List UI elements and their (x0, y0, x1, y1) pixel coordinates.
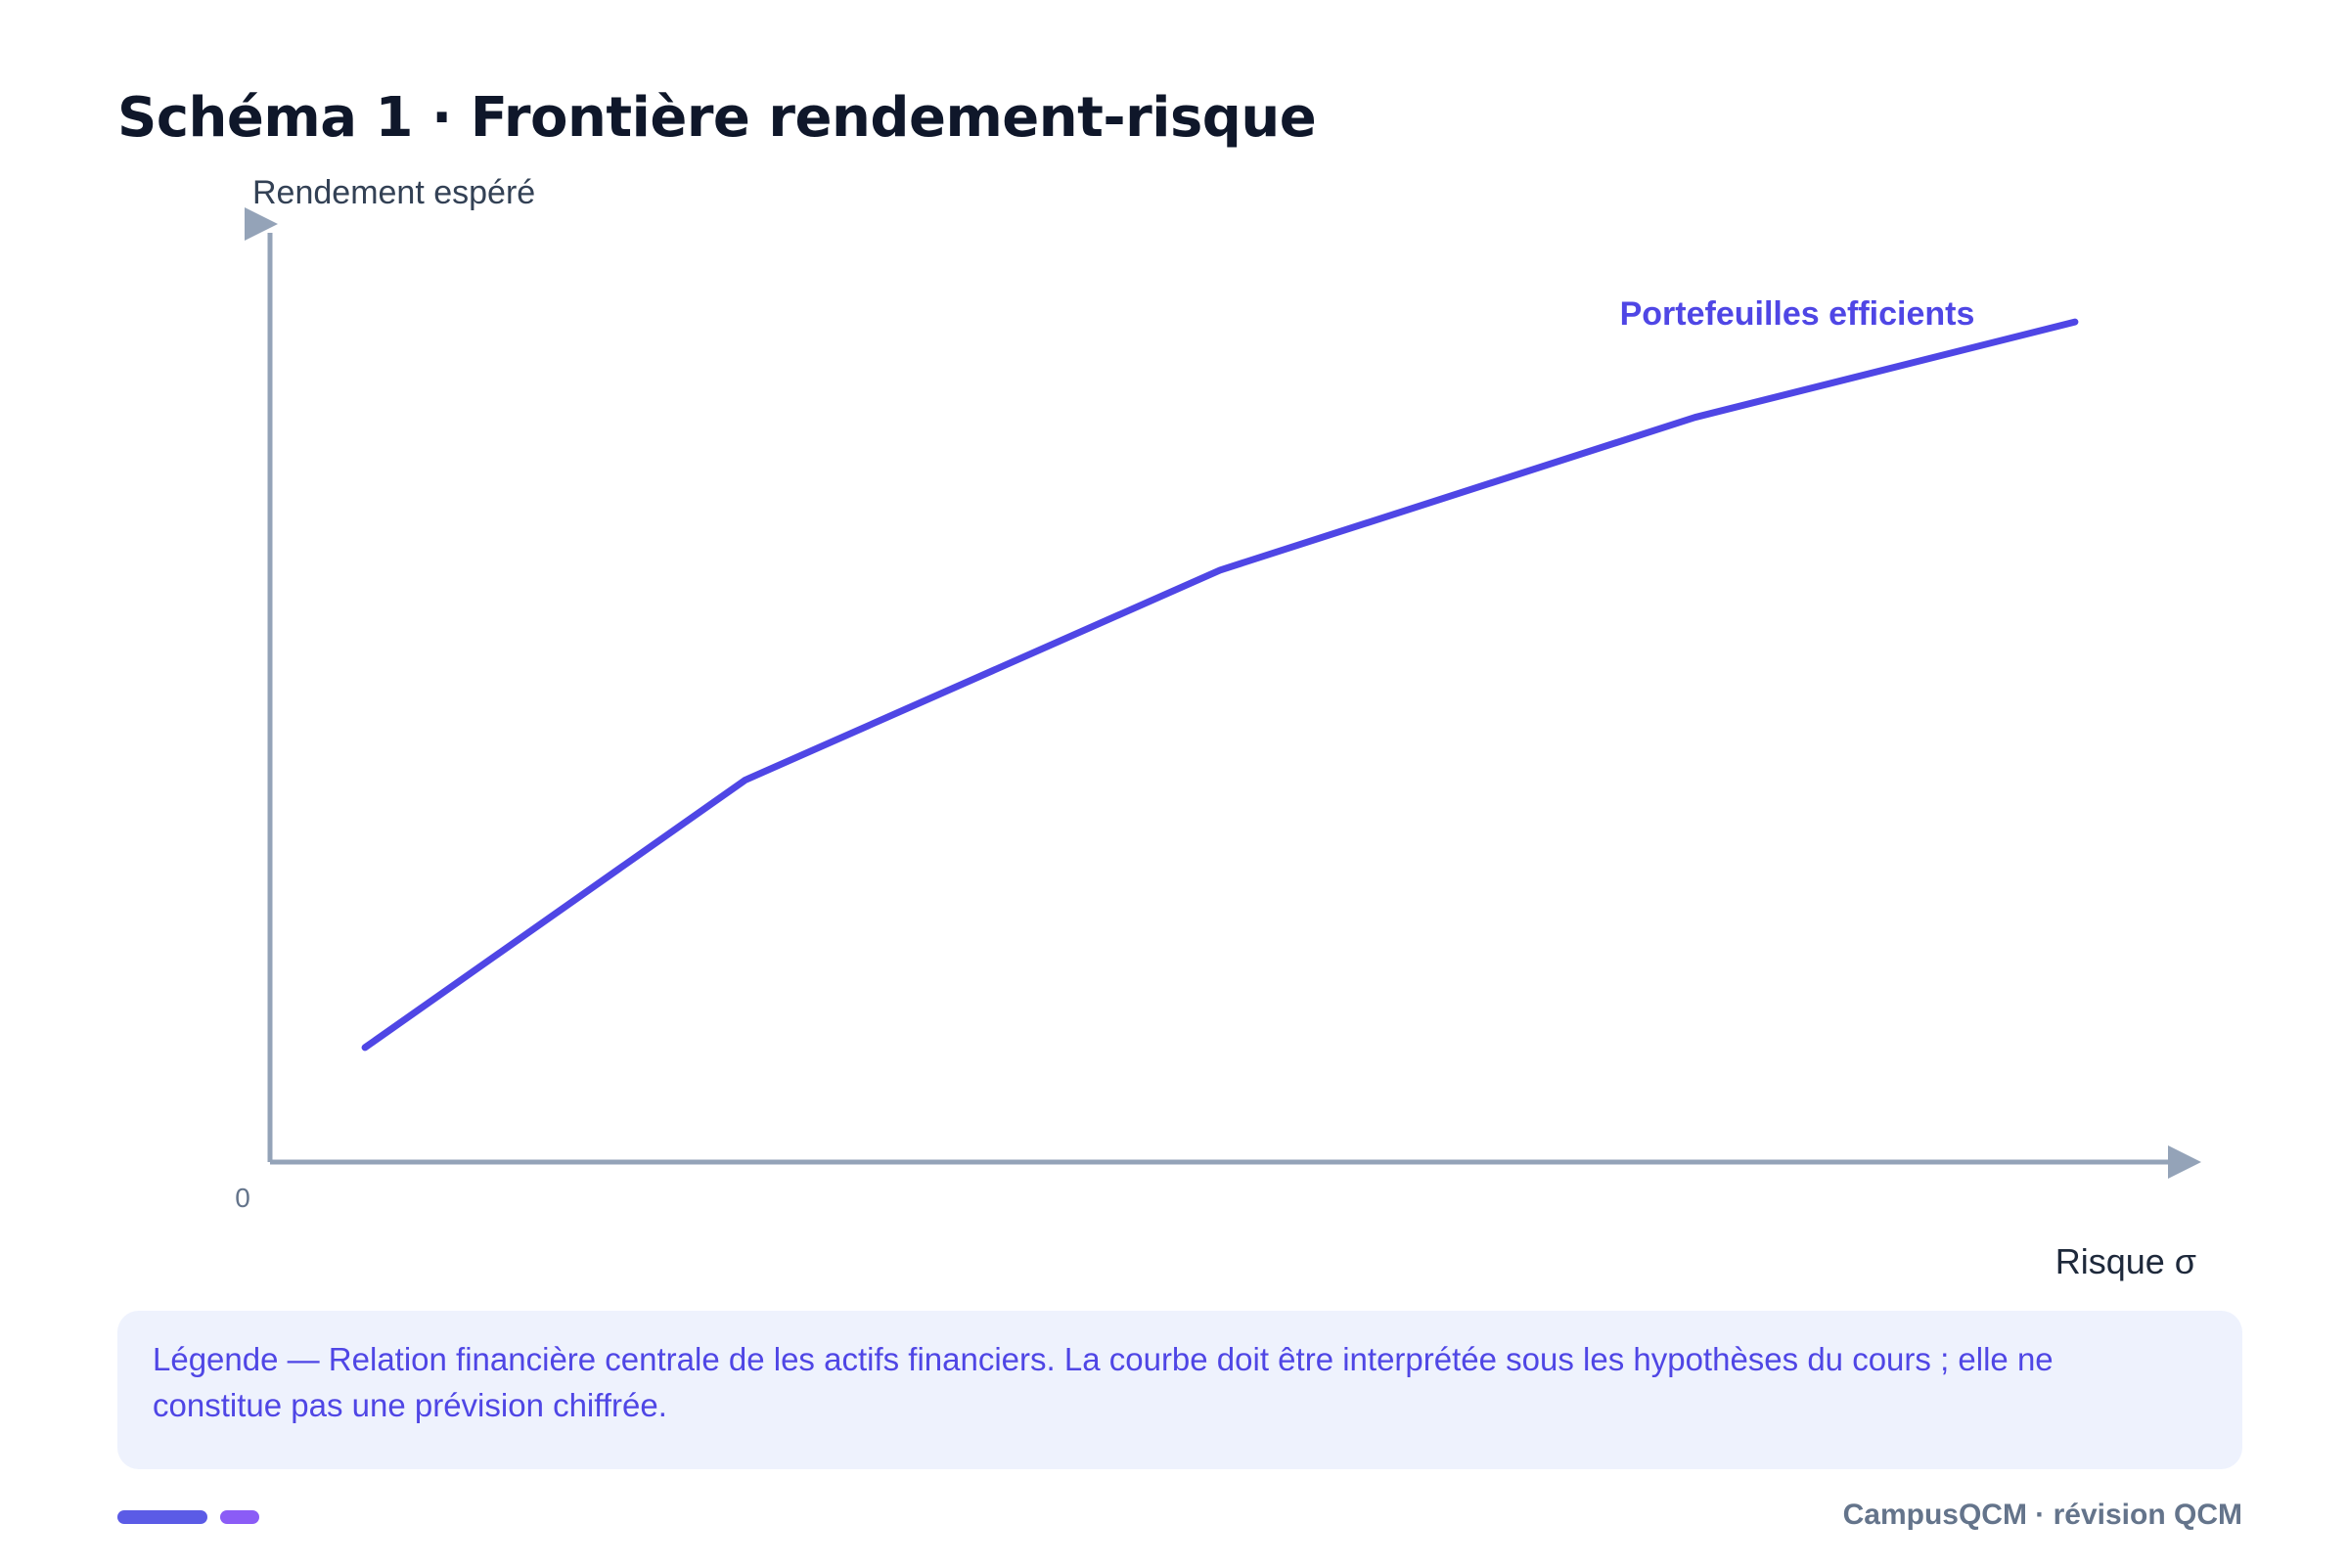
legend-box: Légende — Relation financière centrale d… (117, 1311, 2242, 1469)
x-axis-label: Risque σ (2055, 1241, 2196, 1281)
progress-pill-secondary (220, 1510, 259, 1524)
page-title: Schéma 1 · Frontière rendement-risque (117, 86, 1317, 150)
progress-pill-primary (117, 1510, 207, 1524)
series-label: Portefeuilles efficients (1620, 295, 1975, 333)
y-axis-arrowhead (245, 207, 278, 241)
legend-text: Légende — Relation financière centrale d… (153, 1341, 2054, 1423)
origin-label: 0 (235, 1183, 250, 1213)
y-axis-label: Rendement espéré (252, 174, 535, 211)
footer-brand: CampusQCM · révision QCM (1842, 1499, 2242, 1531)
efficient-frontier-line (361, 318, 2079, 1052)
x-axis-arrowhead (2168, 1145, 2201, 1179)
